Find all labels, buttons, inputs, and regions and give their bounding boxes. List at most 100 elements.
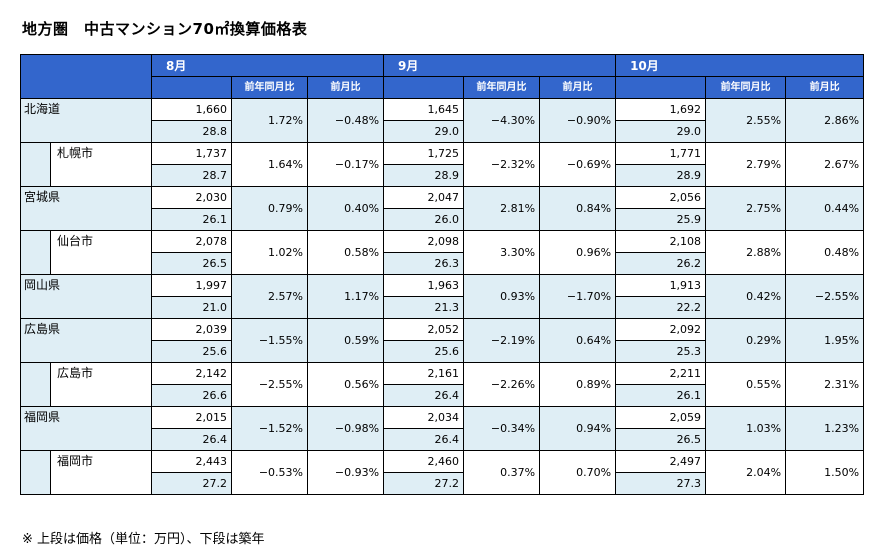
price-cell: 1,997: [151, 274, 232, 297]
table-row: 26.5 26.3 26.2: [21, 252, 864, 275]
age-cell: 22.2: [615, 296, 707, 319]
region-label: 福岡県: [20, 406, 152, 451]
age-cell: 26.5: [615, 428, 707, 451]
mom-cell: 0.94%: [539, 406, 617, 451]
yoy-cell: 1.02%: [231, 230, 308, 275]
region-label: 宮城県: [20, 186, 152, 231]
region-label: 北海道: [20, 98, 152, 143]
header-month: 10月: [615, 54, 865, 77]
age-cell: 26.2: [615, 252, 707, 275]
mom-cell: 0.58%: [306, 230, 385, 275]
yoy-cell: −1.55%: [231, 318, 308, 363]
age-cell: 26.4: [383, 384, 465, 407]
yoy-cell: −0.53%: [231, 450, 308, 495]
region-label: 広島県: [20, 318, 152, 363]
mom-cell: 1.50%: [785, 450, 865, 495]
age-cell: 28.9: [383, 164, 465, 187]
region-indent: [20, 362, 51, 407]
header-yoy: 前年同月比: [463, 76, 541, 99]
age-cell: 29.0: [615, 120, 707, 143]
mom-cell: −2.55%: [785, 274, 865, 319]
price-cell: 2,047: [383, 186, 465, 209]
mom-cell: 0.84%: [539, 186, 617, 231]
table-row: 26.1 26.0 25.9: [21, 208, 864, 231]
table-row: 広島県 2,039 −1.55% 0.59% 2,052 −2.19% 0.64% 2,092…: [20, 318, 865, 363]
age-cell: 26.5: [151, 252, 232, 275]
age-cell: 25.6: [151, 340, 232, 363]
price-cell: 1,645: [383, 98, 465, 121]
age-cell: 26.1: [615, 384, 707, 407]
yoy-cell: 1.64%: [231, 142, 308, 187]
mom-cell: 0.56%: [306, 362, 385, 407]
table-row: 広島市 2,142 −2.55% 0.56% 2,161 −2.26% 0.89% 2,211…: [20, 362, 865, 407]
table-row: 福岡市 2,443 −0.53% −0.93% 2,460 0.37% 0.70% 2,497…: [20, 450, 865, 495]
mom-cell: 1.17%: [306, 274, 385, 319]
yoy-cell: 2.04%: [705, 450, 787, 495]
price-cell: 2,030: [151, 186, 232, 209]
header-row-months: 8月 9月 10月: [20, 54, 865, 99]
yoy-cell: 0.29%: [705, 318, 787, 363]
price-cell: 2,034: [383, 406, 465, 429]
footnote: ※ 上段は価格（単位：万円）、下段は築年: [22, 532, 265, 547]
price-cell: 2,108: [615, 230, 707, 253]
age-cell: 25.9: [615, 208, 707, 231]
yoy-cell: 2.75%: [705, 186, 787, 231]
mom-cell: 0.59%: [306, 318, 385, 363]
price-cell: 1,660: [151, 98, 232, 121]
age-cell: 28.8: [151, 120, 232, 143]
mom-cell: 0.44%: [785, 186, 865, 231]
table-row: 札幌市 1,737 1.64% −0.17% 1,725 −2.32% −0.69% 1,77…: [20, 142, 865, 187]
table-row: 26.4 26.4 26.5: [21, 428, 864, 451]
table-row: 宮城県 2,030 0.79% 0.40% 2,047 2.81% 0.84% 2,056 2.…: [20, 186, 865, 231]
mom-cell: 0.96%: [539, 230, 617, 275]
price-cell: 2,142: [151, 362, 232, 385]
header-mom: 前月比: [539, 76, 617, 99]
age-cell: 26.6: [151, 384, 232, 407]
price-cell: 2,098: [383, 230, 465, 253]
yoy-cell: 2.57%: [231, 274, 308, 319]
yoy-cell: −2.55%: [231, 362, 308, 407]
yoy-cell: 3.30%: [463, 230, 541, 275]
mom-cell: 2.31%: [785, 362, 865, 407]
yoy-cell: 0.37%: [463, 450, 541, 495]
price-cell: 2,161: [383, 362, 465, 385]
city-label: 札幌市: [50, 142, 152, 187]
header-mom: 前月比: [306, 76, 385, 99]
age-cell: 26.3: [383, 252, 465, 275]
price-table: 8月 9月 10月 前年同月比 前月比 前年同月比 前月比 前年同月比 前月比 …: [20, 54, 865, 495]
yoy-cell: −2.32%: [463, 142, 541, 187]
price-cell: 1,963: [383, 274, 465, 297]
header-month: 8月: [150, 54, 385, 77]
table-row: 仙台市 2,078 1.02% 0.58% 2,098 3.30% 0.96% 2,108 2.…: [20, 230, 865, 275]
age-cell: 26.1: [151, 208, 232, 231]
yoy-cell: 2.88%: [705, 230, 787, 275]
city-label: 広島市: [50, 362, 152, 407]
age-cell: 27.2: [151, 472, 232, 495]
mom-cell: 0.70%: [539, 450, 617, 495]
region-indent: [20, 142, 51, 187]
age-cell: 26.4: [383, 428, 465, 451]
mom-cell: 0.64%: [539, 318, 617, 363]
city-label: 仙台市: [50, 230, 152, 275]
age-cell: 27.2: [383, 472, 465, 495]
table-row: 28.8 29.0 29.0: [21, 120, 864, 143]
city-label: 福岡市: [50, 450, 152, 495]
mom-cell: 2.67%: [785, 142, 865, 187]
price-cell: 1,692: [615, 98, 707, 121]
mom-cell: −1.70%: [539, 274, 617, 319]
yoy-cell: 2.79%: [705, 142, 787, 187]
age-cell: 26.4: [151, 428, 232, 451]
yoy-cell: 0.79%: [231, 186, 308, 231]
mom-cell: 2.86%: [785, 98, 865, 143]
yoy-cell: 0.55%: [705, 362, 787, 407]
mom-cell: 1.23%: [785, 406, 865, 451]
table-row: 28.7 28.9 28.9: [21, 164, 864, 187]
mom-cell: 0.48%: [785, 230, 865, 275]
price-cell: 2,039: [151, 318, 232, 341]
region-indent: [20, 230, 51, 275]
price-cell: 2,059: [615, 406, 707, 429]
yoy-cell: −1.52%: [231, 406, 308, 451]
mom-cell: −0.17%: [306, 142, 385, 187]
yoy-cell: −2.19%: [463, 318, 541, 363]
table-body: 8月 9月 10月 前年同月比 前月比 前年同月比 前月比 前年同月比 前月比 …: [20, 54, 865, 495]
